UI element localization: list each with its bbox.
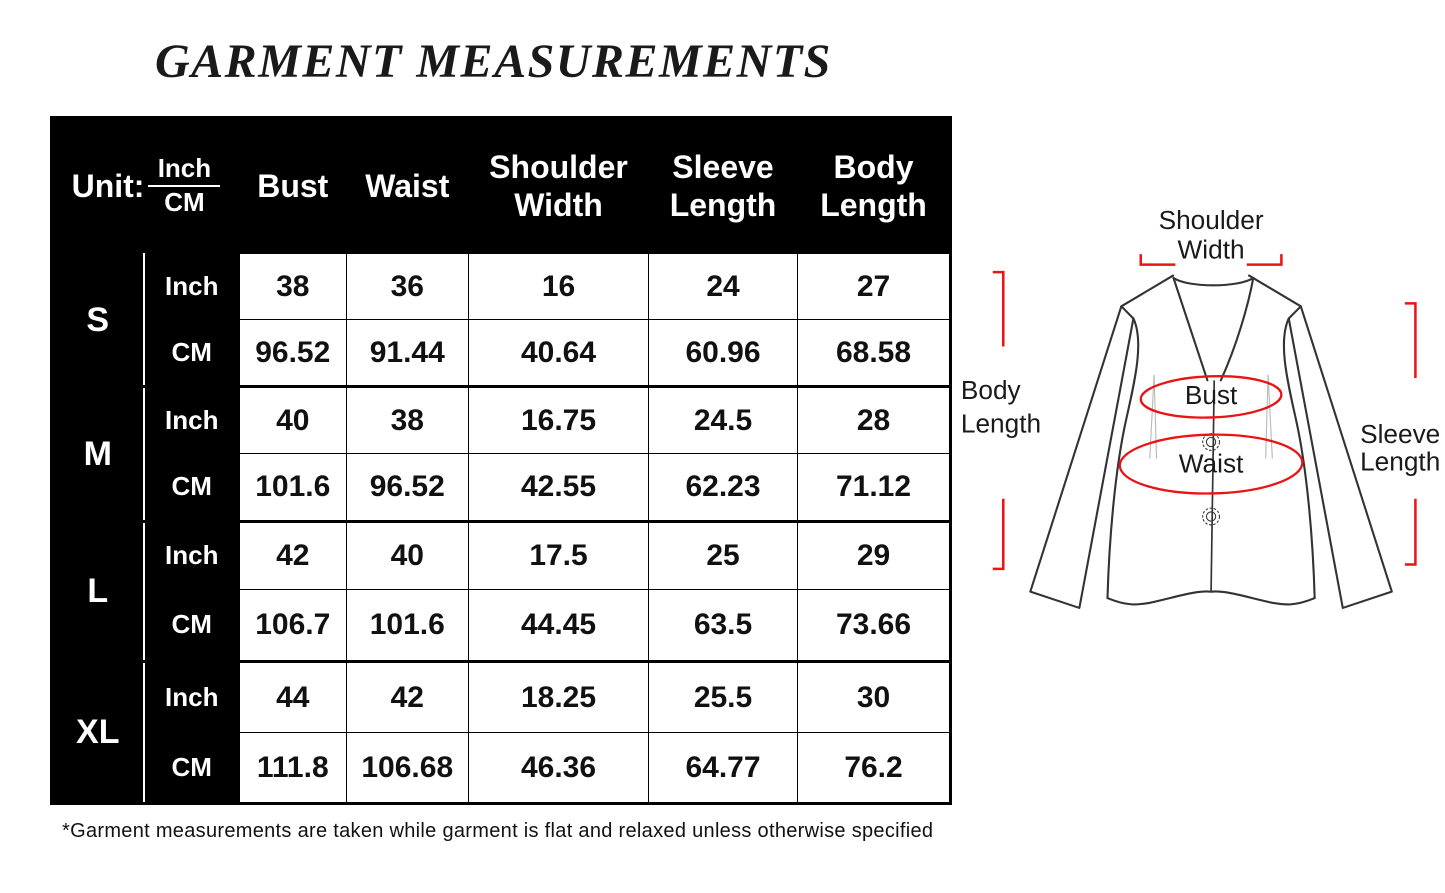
svg-text:Bust: Bust	[1185, 380, 1238, 410]
svg-text:Length: Length	[1360, 446, 1440, 476]
svg-text:Shoulder: Shoulder	[1159, 205, 1264, 235]
svg-text:Width: Width	[1178, 234, 1245, 264]
svg-text:Body: Body	[961, 375, 1022, 405]
svg-text:Waist: Waist	[1179, 448, 1244, 478]
svg-text:Length: Length	[961, 409, 1041, 439]
svg-text:Sleeve: Sleeve	[1360, 419, 1440, 449]
